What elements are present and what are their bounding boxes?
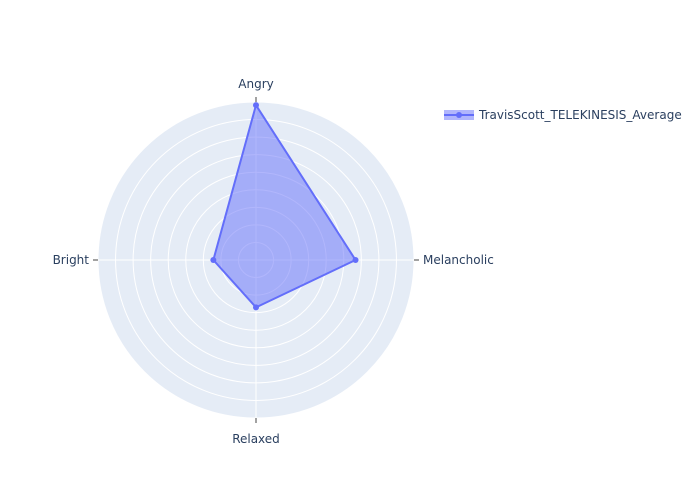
axis-labels: Angry Melancholic Relaxed Bright <box>53 77 494 446</box>
legend-swatch-marker <box>456 112 462 118</box>
axis-ticks <box>93 97 419 423</box>
axis-label-melancholic: Melancholic <box>423 253 494 267</box>
data-point-bright[interactable] <box>210 257 217 263</box>
legend[interactable]: TravisScott_TELEKINESIS_Average <box>444 108 682 122</box>
axis-label-angry: Angry <box>238 77 273 91</box>
legend-item-label: TravisScott_TELEKINESIS_Average <box>478 108 682 122</box>
series-points <box>210 102 359 311</box>
axis-label-relaxed: Relaxed <box>232 432 280 446</box>
axis-label-bright: Bright <box>53 253 90 267</box>
data-point-relaxed[interactable] <box>253 304 259 311</box>
data-point-melancholic[interactable] <box>352 257 359 263</box>
data-point-angry[interactable] <box>253 102 259 109</box>
